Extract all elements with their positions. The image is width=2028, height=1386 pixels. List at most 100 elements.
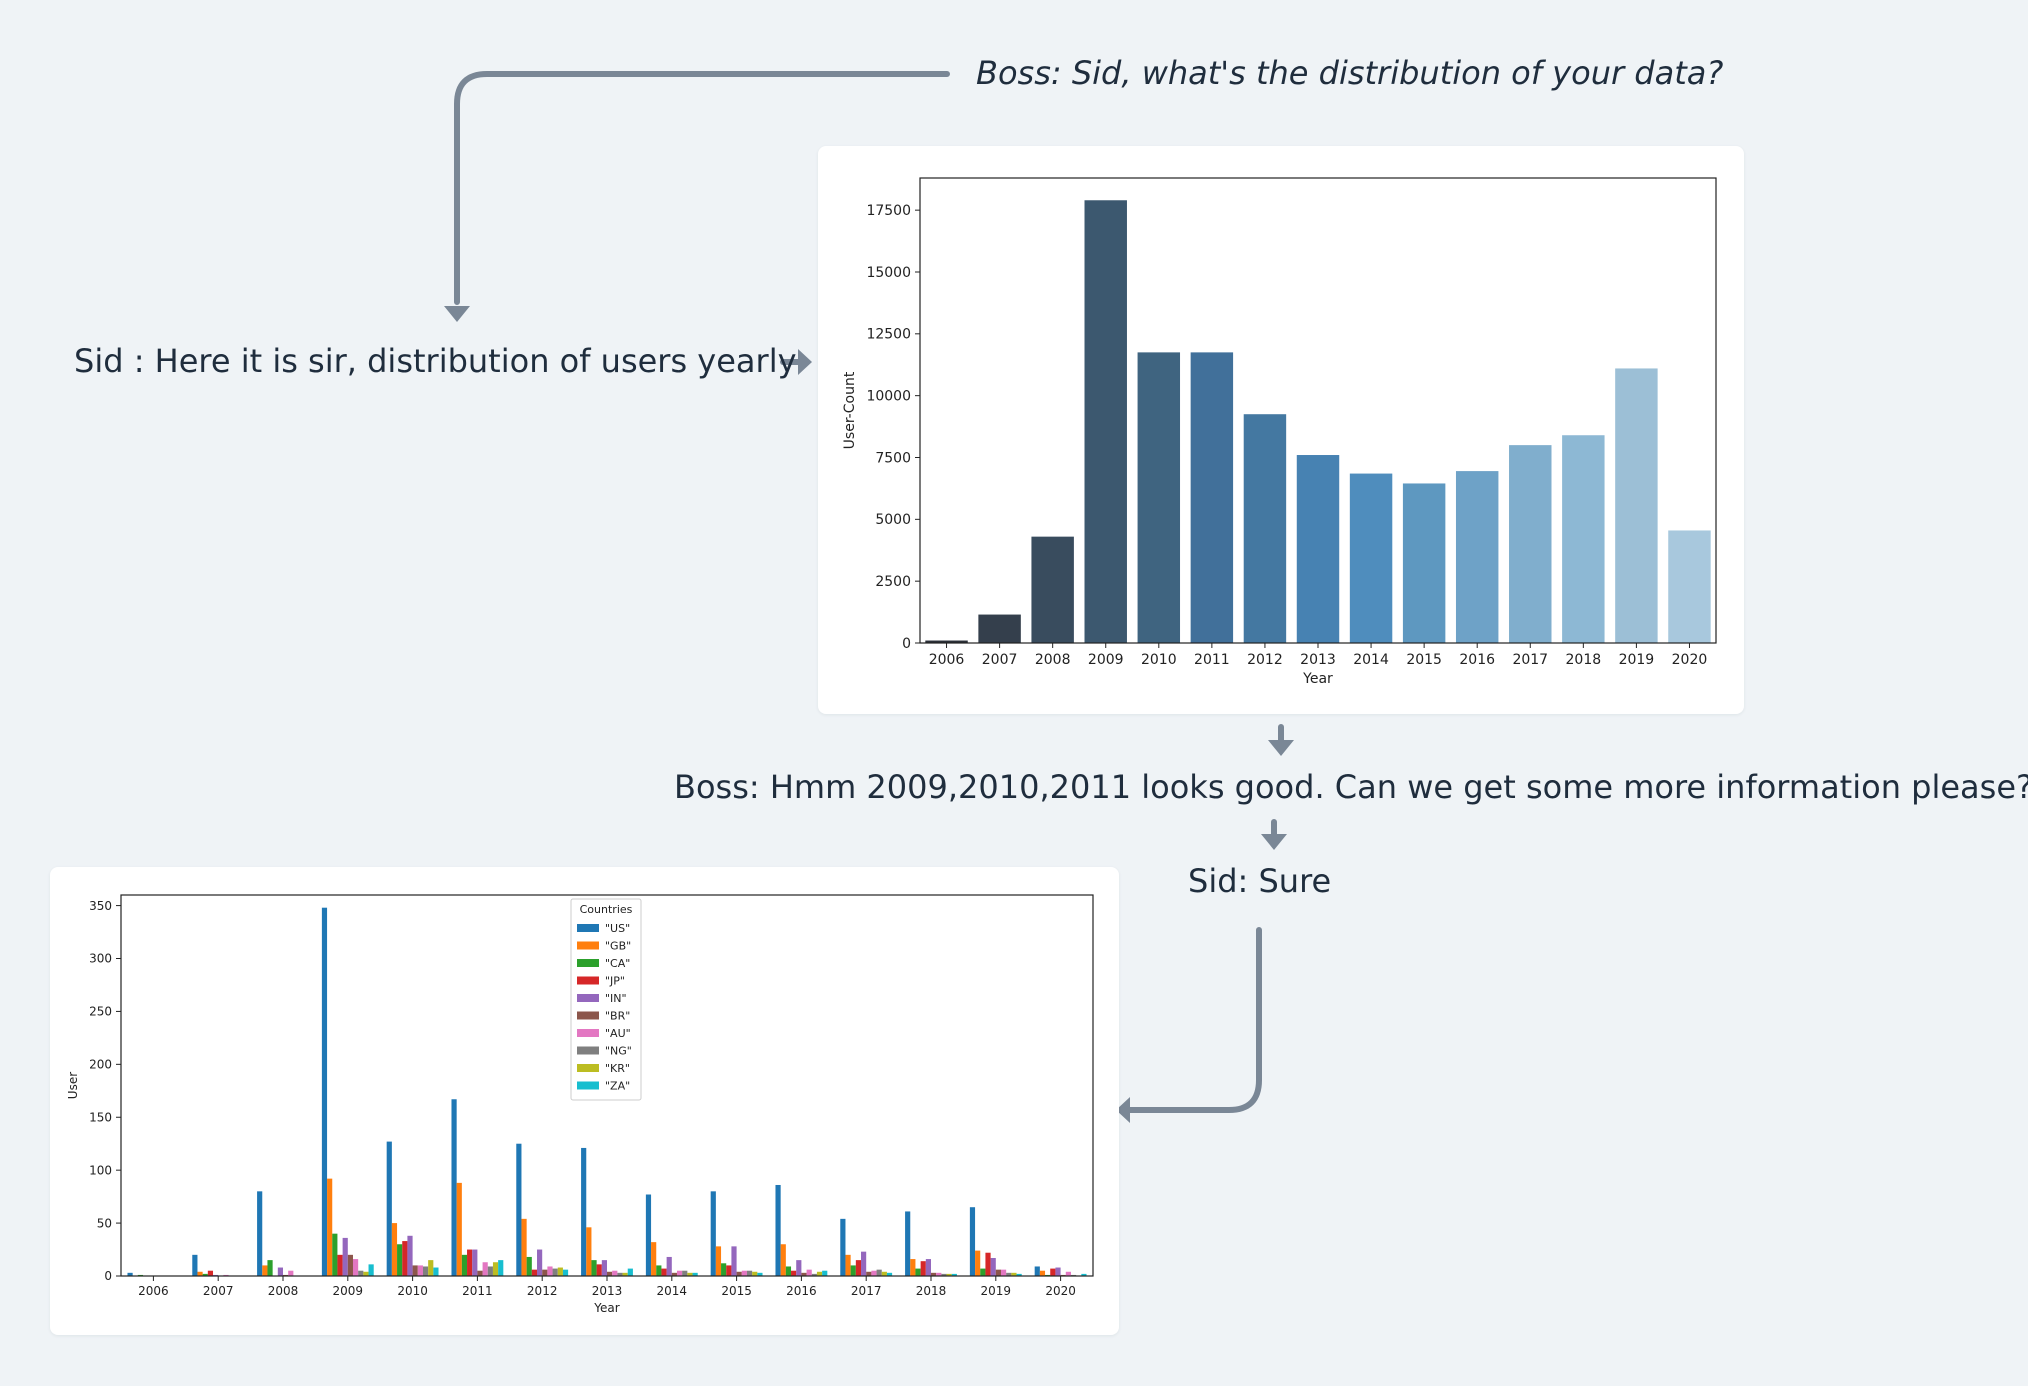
bar-2018-6 [936, 1272, 942, 1276]
bar-2009 [1084, 200, 1127, 644]
x-tick-label: 2016 [786, 1284, 817, 1298]
y-axis-label: User-Count [842, 371, 858, 449]
legend-swatch [577, 1029, 599, 1037]
bar-2012-9 [562, 1269, 569, 1276]
bar-2019-6 [1000, 1269, 1007, 1276]
x-tick-label: 2017 [1512, 652, 1548, 668]
x-tick-label: 2011 [1194, 652, 1230, 668]
bar-2014-2 [656, 1265, 662, 1276]
bar-2007 [978, 614, 1021, 643]
x-tick-label: 2019 [981, 1284, 1012, 1298]
connector-boss-to-sid [454, 71, 950, 305]
bar-2016-7 [811, 1273, 817, 1276]
bar-2010-5 [412, 1265, 418, 1276]
y-tick-label: 7500 [875, 450, 911, 466]
arrowhead-down-icon [1268, 740, 1294, 756]
x-tick-label: 2020 [1045, 1284, 1076, 1298]
bar-2018-5 [931, 1272, 937, 1276]
y-tick-label: 150 [89, 1110, 112, 1124]
bar-2019-7 [1006, 1272, 1012, 1276]
bar-2009-2 [332, 1233, 338, 1276]
bar-2017-7 [876, 1269, 882, 1276]
bar-2014-7 [682, 1270, 688, 1276]
bar-2013-8 [622, 1272, 628, 1276]
country-users-chart-card: 0 50 100 150 200 250 300 350 2006 2007 2008 2009 201… [50, 867, 1119, 1335]
bar-2012-6 [547, 1266, 553, 1276]
sid-sure: Sid: Sure [1188, 862, 1332, 900]
x-tick-label: 2018 [1566, 652, 1602, 668]
legend-entry: "US" [605, 922, 630, 935]
legend-swatch [577, 941, 599, 950]
legend-swatch [577, 1081, 599, 1090]
x-tick-label: 2017 [851, 1284, 882, 1298]
bar-2013-0 [581, 1147, 587, 1276]
arrowhead-down-icon [1261, 834, 1287, 850]
bar-2012-5 [542, 1269, 548, 1276]
bar-2018-3 [920, 1261, 926, 1276]
bar-2011 [1190, 352, 1234, 643]
y-tick-label: 2500 [875, 574, 911, 590]
x-tick-label: 2010 [1141, 652, 1177, 668]
legend-title: Countries [580, 903, 633, 916]
bar-2011-7 [487, 1266, 493, 1276]
x-tick-label: 2010 [397, 1284, 428, 1298]
y-tick-label: 10000 [866, 389, 911, 405]
y-tick-label: 350 [89, 899, 112, 913]
bar-2017-0 [840, 1218, 846, 1276]
bar-2011-8 [492, 1262, 499, 1276]
y-tick-label: 5000 [875, 512, 911, 528]
bar-2016-2 [785, 1266, 792, 1276]
boss-followup: Boss: Hmm 2009,2010,2011 looks good. Can… [674, 768, 2028, 806]
bar-2015 [1402, 483, 1446, 643]
bar-2010-3 [402, 1241, 408, 1276]
bar-2017-3 [855, 1260, 862, 1276]
x-tick-label: 2008 [1035, 652, 1071, 668]
legend-entry: "KR" [605, 1062, 630, 1075]
bar-2009-3 [337, 1254, 343, 1276]
bar-2013-2 [591, 1260, 597, 1276]
legend-entry: "CA" [605, 957, 630, 970]
y-tick-label: 200 [89, 1058, 112, 1072]
bar-2011-9 [498, 1260, 504, 1276]
legend-entry: "GB" [605, 940, 631, 953]
x-axis-label: Year [593, 1301, 619, 1315]
bar-2013 [1296, 455, 1340, 643]
bar-2009-8 [363, 1271, 369, 1276]
x-tick-label: 2012 [527, 1284, 558, 1298]
bar-2011-4 [472, 1249, 478, 1276]
bar-2017-9 [886, 1272, 893, 1276]
legend-swatch [577, 1046, 599, 1055]
x-tick-label: 2007 [203, 1284, 234, 1298]
bar-2012-0 [516, 1143, 522, 1276]
bar-2008-2 [267, 1260, 273, 1276]
x-tick-label: 2020 [1672, 652, 1708, 668]
bar-2015-8 [752, 1271, 758, 1276]
bar-2016 [1455, 471, 1499, 643]
x-tick-label: 2009 [333, 1284, 364, 1298]
bar-2014 [1349, 473, 1393, 643]
bar-2009-5 [347, 1254, 353, 1276]
yearly-users-chart: 0 2500 5000 7500 10000 12500 15000 17500 2006 200… [842, 177, 1717, 687]
arrowhead-right-icon [798, 349, 812, 375]
bar-2015-1 [715, 1246, 722, 1276]
legend-swatch [577, 924, 599, 932]
y-tick-label: 15000 [866, 265, 911, 281]
bar-2006-0 [127, 1272, 133, 1276]
bar-2012-1 [521, 1218, 527, 1276]
bar-2009-6 [352, 1259, 359, 1276]
bar-2018-4 [925, 1259, 931, 1276]
arrowhead-down-icon [444, 306, 470, 322]
legend-swatch [577, 1011, 599, 1020]
legend: Countries "US" "GB" "CA" "JP" "IN" "BR" "AU" "NG… [570, 898, 642, 1101]
bar-2009-0 [321, 907, 328, 1276]
country-users-chart: 0 50 100 150 200 250 300 350 2006 2007 2008 2009 201… [66, 894, 1094, 1315]
bar-2016-4 [796, 1260, 802, 1276]
legend-swatch [577, 1064, 599, 1072]
bar-2007-1 [197, 1271, 203, 1276]
bar-2019-8 [1011, 1272, 1017, 1276]
bar-2020-4 [1055, 1267, 1061, 1276]
bar-2016-0 [775, 1184, 781, 1276]
bar-2014-0 [645, 1194, 652, 1276]
bar-2017-4 [861, 1251, 867, 1276]
bar-2020-0 [1034, 1266, 1040, 1276]
